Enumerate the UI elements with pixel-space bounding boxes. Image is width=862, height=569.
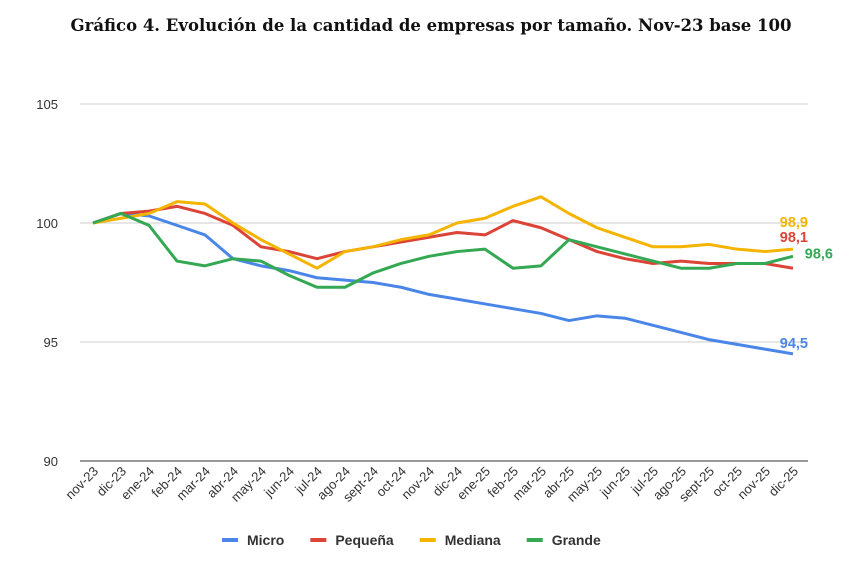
legend-item: Pequeña — [335, 532, 394, 548]
y-tick-label: 95 — [44, 335, 58, 350]
series-line-mediana — [92, 195, 794, 270]
chart-title: Gráfico 4. Evolución de la cantidad de e… — [70, 16, 792, 35]
legend-item: Micro — [247, 532, 284, 548]
x-tick-label: jun-24 — [260, 464, 297, 501]
series-line-micro — [92, 211, 794, 356]
x-tick-label: nov-23 — [62, 464, 101, 503]
data-label: 98,1 — [780, 230, 808, 246]
x-tick-label: dic-25 — [765, 464, 801, 500]
data-label: 98,6 — [805, 246, 833, 262]
data-label: 98,9 — [780, 215, 808, 231]
x-tick-label: jun-25 — [596, 464, 633, 501]
data-label: 94,5 — [780, 336, 808, 352]
series-line-grande — [92, 211, 794, 289]
legend-item: Mediana — [445, 532, 501, 548]
legend-item: Grande — [552, 532, 601, 548]
y-tick-label: 105 — [36, 97, 58, 112]
y-tick-label: 100 — [36, 216, 58, 231]
series-line-pequeña — [92, 204, 794, 270]
y-tick-label: 90 — [44, 454, 58, 469]
